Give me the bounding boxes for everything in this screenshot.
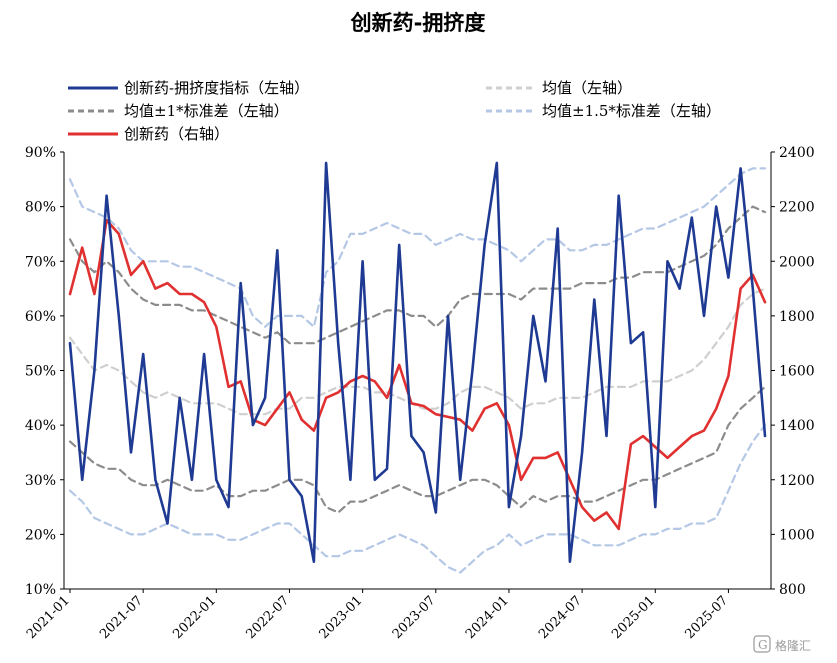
left-tick-label: 50%: [25, 364, 56, 380]
x-tick-label: 2022-07: [243, 593, 292, 642]
right-tick-label: 1800: [779, 309, 815, 325]
right-tick-label: 800: [779, 582, 806, 598]
right-tick-label: 2400: [779, 145, 815, 161]
legend-label: 均值±1.5*标准差（左轴）: [542, 102, 721, 120]
x-tick-label: 2022-01: [170, 593, 219, 642]
x-tick-label: 2025-01: [609, 593, 658, 642]
chart-title: 创新药-拥挤度: [350, 11, 486, 35]
left-tick-label: 80%: [25, 200, 56, 216]
right-tick-label: 2200: [779, 200, 815, 216]
left-tick-label: 90%: [25, 145, 56, 161]
series-line-5: [68, 167, 767, 328]
legend-label: 均值±1*标准差（左轴）: [124, 102, 289, 120]
watermark-logo: [753, 635, 771, 653]
left-tick-label: 60%: [25, 309, 56, 325]
x-tick-label: 2023-01: [317, 593, 366, 642]
legend-label: 创新药-拥挤度指标（左轴）: [124, 79, 309, 97]
x-tick-label: 2024-01: [463, 593, 512, 642]
series-layer: [68, 161, 767, 574]
x-tick-label: 2021-01: [24, 593, 73, 642]
left-tick-label: 70%: [25, 254, 56, 270]
watermark-logo-glyph: G: [758, 638, 768, 652]
legend-label: 均值（左轴）: [542, 79, 632, 97]
series-line-0: [68, 161, 767, 564]
series-line-1: [68, 219, 767, 531]
series-line-2: [68, 287, 767, 416]
right-tick-label: 1400: [779, 418, 815, 434]
series-line-4: [68, 385, 767, 514]
x-tick-label: 2025-07: [682, 593, 731, 642]
right-tick-label: 2000: [779, 254, 815, 270]
x-tick-label: 2021-07: [97, 593, 146, 642]
legend-label: 创新药（右轴）: [124, 125, 229, 143]
left-tick-label: 20%: [25, 527, 56, 543]
series-line-3: [68, 205, 767, 345]
series-line-6: [68, 424, 767, 574]
axes: 10% 20% 30% 40% 50% 60% 70% 80% 90% 800 1000 1200 14…: [24, 145, 815, 642]
right-tick-label: 1600: [779, 364, 815, 380]
right-tick-label: 1000: [779, 527, 815, 543]
left-tick-label: 30%: [25, 473, 56, 489]
x-tick-label: 2024-07: [536, 593, 585, 642]
watermark-text: 格隆汇: [775, 638, 811, 653]
chart-legend: 创新药-拥挤度指标（左轴） 均值（左轴） 均值±1*标准差（左轴） 均值±1.5*标准…: [68, 79, 721, 143]
right-tick-label: 1200: [779, 473, 815, 489]
x-tick-label: 2023-07: [390, 593, 439, 642]
watermark: G 格隆汇: [753, 635, 811, 653]
left-tick-label: 40%: [25, 418, 56, 434]
left-tick-label: 10%: [25, 582, 56, 598]
